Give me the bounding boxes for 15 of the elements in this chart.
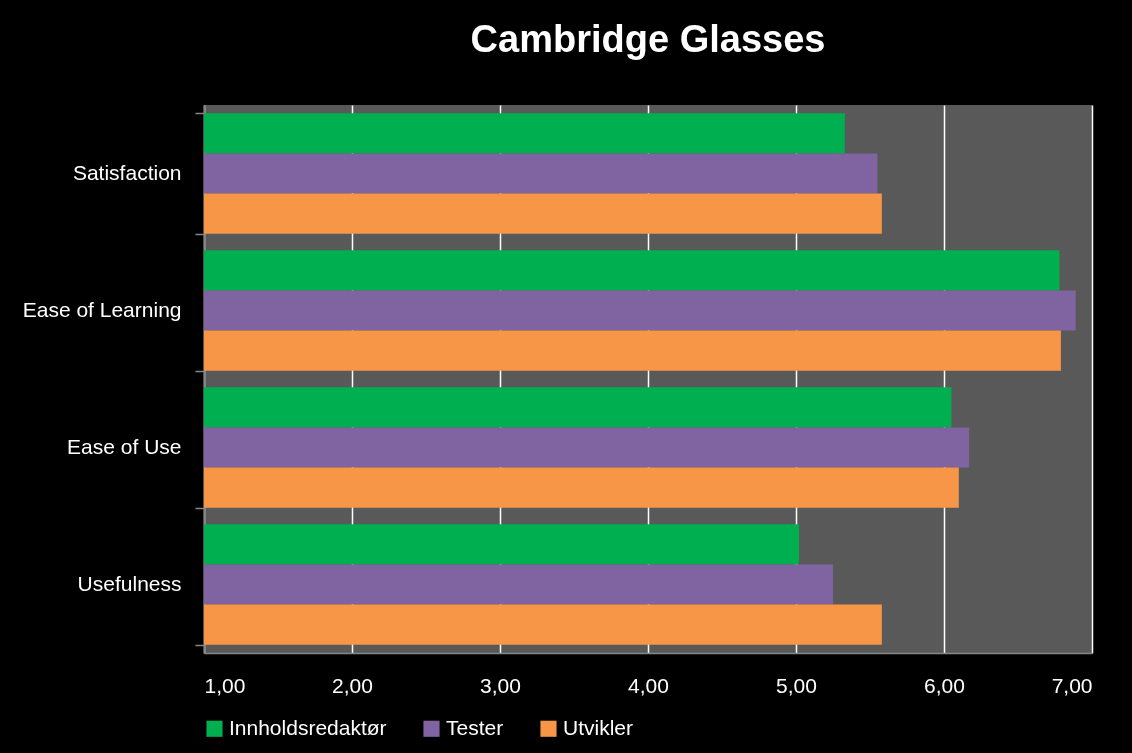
x-tick-label: 4,00	[628, 673, 669, 697]
y-tick-label: Ease of Use	[67, 435, 182, 458]
chart-title: Cambridge Glasses	[470, 18, 826, 60]
y-tick-label: Usefulness	[77, 572, 182, 595]
y-tick-label: Satisfaction	[72, 161, 182, 184]
legend-label: Innholdsredaktør	[229, 715, 387, 739]
x-tick-label: 1,00	[204, 673, 246, 697]
x-tick-label: 2,00	[332, 673, 373, 697]
x-tick-label: 7,00	[1051, 673, 1093, 697]
legend-label: Tester	[446, 715, 504, 739]
x-tick-label: 6,00	[924, 673, 965, 697]
legend-label: Utvikler	[563, 715, 634, 739]
y-tick-label: Ease of Learning	[22, 298, 182, 321]
x-tick-label: 3,00	[480, 673, 521, 697]
x-tick-label: 5,00	[776, 673, 817, 697]
